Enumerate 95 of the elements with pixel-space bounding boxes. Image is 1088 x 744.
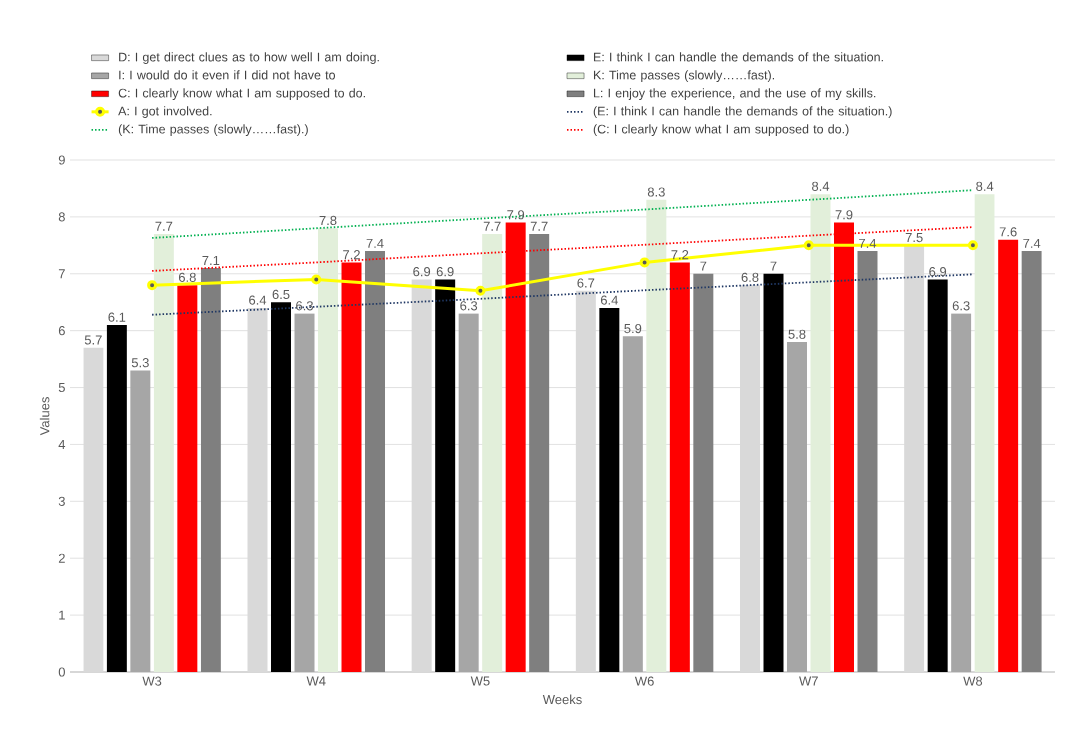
point xyxy=(147,280,158,291)
y-tick-label: 4 xyxy=(58,439,66,449)
bar xyxy=(810,194,831,672)
data-label: 7 xyxy=(770,261,777,271)
bar xyxy=(669,262,690,672)
data-label: 7.4 xyxy=(1023,238,1041,248)
x-tick-label: W4 xyxy=(306,676,326,686)
data-label: 7.6 xyxy=(999,227,1017,237)
data-label: 7.4 xyxy=(366,238,384,248)
legend-label: K: Time passes (slowly……fast). xyxy=(593,70,775,82)
bar xyxy=(529,233,550,672)
x-tick-label: W8 xyxy=(963,676,983,686)
bar xyxy=(177,285,198,672)
legend-label: E: I think I can handle the demands of the situation. xyxy=(593,52,883,62)
data-label: 7.1 xyxy=(202,255,220,265)
point xyxy=(967,240,978,251)
bar xyxy=(200,268,221,672)
x-tick-label: W6 xyxy=(634,676,654,686)
data-label: 6.9 xyxy=(929,267,947,277)
legend-label: C: I clearly know what I am supposed to do. xyxy=(118,88,365,100)
point xyxy=(639,257,650,268)
bar xyxy=(106,324,127,672)
data-label: 6.8 xyxy=(741,272,759,282)
bar xyxy=(482,233,503,672)
y-axis-title: Values xyxy=(39,397,50,436)
legend-label: (E: I think I can handle the demands of the situation.) xyxy=(593,106,892,118)
data-label: 7.7 xyxy=(530,221,548,231)
bar xyxy=(130,370,151,672)
point xyxy=(803,240,814,251)
legend-label: L: I enjoy the experience, and the use of my skills. xyxy=(593,88,876,100)
bar xyxy=(646,199,667,672)
y-tick-label: 0 xyxy=(58,667,65,677)
y-tick-label: 3 xyxy=(58,496,65,506)
data-label: 6.9 xyxy=(413,267,431,277)
data-label: 8.4 xyxy=(976,181,994,191)
data-label: 6.5 xyxy=(272,289,290,300)
bar xyxy=(622,336,643,672)
legend-label: D: I get direct clues as to how well I am doing. xyxy=(119,52,379,64)
data-label: 6.3 xyxy=(460,301,478,311)
bar xyxy=(1021,251,1042,672)
bar xyxy=(951,313,972,672)
bar xyxy=(435,279,456,672)
data-label: 6.4 xyxy=(600,295,618,305)
data-label: 6.8 xyxy=(178,272,196,282)
legend-label: (K: Time passes (slowly……fast).) xyxy=(118,124,308,136)
data-label: 7.2 xyxy=(343,250,360,260)
data-label: 7.5 xyxy=(905,233,923,243)
data-label: 8.3 xyxy=(647,187,665,197)
bar xyxy=(599,307,620,672)
data-label: 7.9 xyxy=(835,210,853,220)
bar xyxy=(294,313,315,672)
data-label: 7.7 xyxy=(483,221,501,231)
y-tick-label: 6 xyxy=(58,326,65,336)
bar xyxy=(365,251,386,672)
bar xyxy=(153,233,174,672)
bar xyxy=(998,239,1019,672)
y-tick-label: 2 xyxy=(58,553,65,563)
x-tick-label: W5 xyxy=(470,676,490,686)
data-label: 6.7 xyxy=(577,278,595,288)
bar xyxy=(271,302,291,672)
data-label: 7 xyxy=(700,261,707,271)
bar xyxy=(787,342,807,672)
y-tick-label: 7 xyxy=(58,269,65,279)
bar xyxy=(693,273,714,672)
data-label: 5.3 xyxy=(131,358,149,368)
legend-label: (C: I clearly know what I am supposed to do.) xyxy=(593,124,849,136)
data-label: 6.3 xyxy=(296,301,313,311)
point xyxy=(311,274,322,285)
data-label: 5.8 xyxy=(788,329,806,339)
data-label: 8.4 xyxy=(812,181,830,191)
point xyxy=(475,285,486,296)
data-label: 7.9 xyxy=(507,210,525,220)
data-label: 6.9 xyxy=(436,267,454,277)
data-label: 6.4 xyxy=(249,295,267,305)
data-label: 5.9 xyxy=(624,323,642,334)
bar xyxy=(974,194,995,672)
x-tick-label: W3 xyxy=(142,676,162,686)
bar xyxy=(857,251,878,672)
bar xyxy=(318,228,339,672)
x-axis-title: Weeks xyxy=(542,694,582,705)
data-label: 7.8 xyxy=(319,215,337,226)
data-label: 6.3 xyxy=(952,301,970,311)
y-tick-label: 9 xyxy=(58,155,65,165)
legend-label: A: I got involved. xyxy=(118,106,212,118)
y-tick-label: 8 xyxy=(58,212,65,222)
legend-label: I: I would do it even if I did not have to xyxy=(119,70,336,80)
data-label: 5.7 xyxy=(84,335,102,345)
y-tick-label: 5 xyxy=(58,383,65,393)
bar xyxy=(763,273,784,672)
data-label: 7.7 xyxy=(155,221,173,231)
bar xyxy=(458,313,479,672)
data-label: 6.1 xyxy=(108,312,126,322)
bar xyxy=(927,279,948,672)
x-tick-label: W7 xyxy=(799,676,818,686)
y-tick-label: 1 xyxy=(59,610,65,620)
